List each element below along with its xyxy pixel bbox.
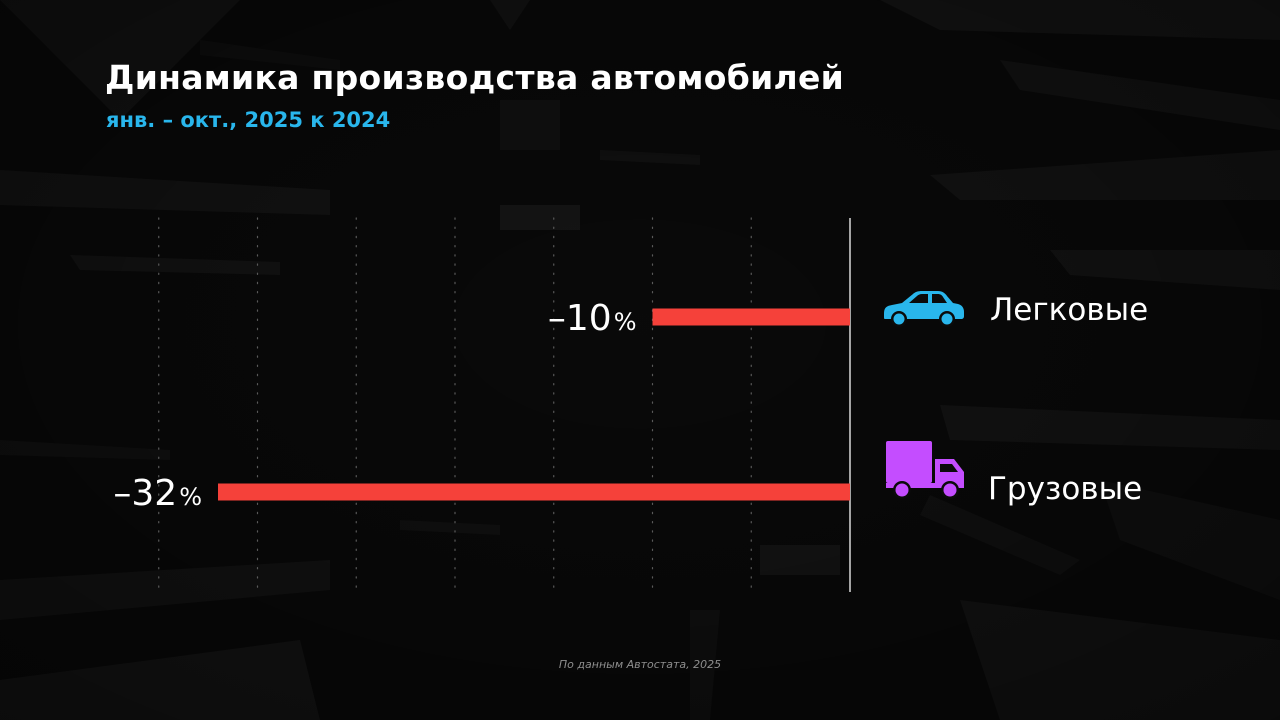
bar-trucks bbox=[218, 483, 850, 501]
source-note: По данным Автостата, 2025 bbox=[558, 658, 722, 671]
truck-icon bbox=[882, 440, 968, 504]
car-icon bbox=[880, 288, 966, 328]
data-label-trucks: –32% bbox=[113, 473, 202, 514]
chart-subtitle: янв. – окт., 2025 к 2024 bbox=[106, 108, 391, 132]
category-label-trucks: Грузовые bbox=[988, 471, 1143, 507]
chart-title: Динамика производства автомобилей bbox=[105, 58, 845, 97]
category-label-cars: Легковые bbox=[990, 292, 1149, 328]
data-label-cars: –10% bbox=[548, 298, 637, 339]
bar-cars bbox=[652, 308, 850, 326]
